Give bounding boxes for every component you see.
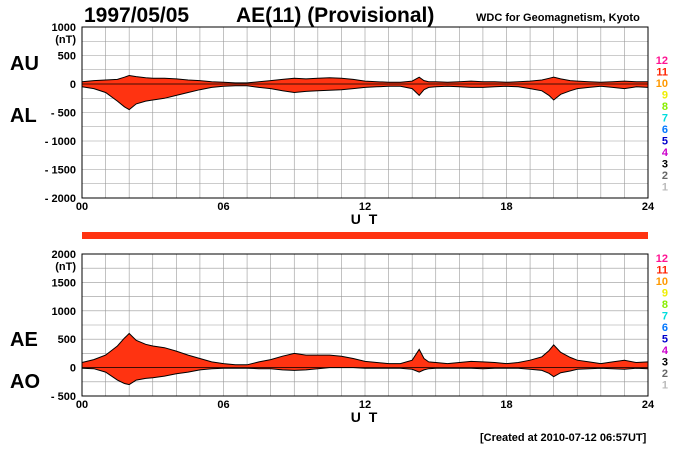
panel2-y-tick-label: 1000	[52, 306, 76, 318]
panel2-station-legend-12: 12	[656, 253, 668, 265]
panel1-station-legend-11: 11	[656, 67, 668, 79]
panel1-station-legend-8: 8	[662, 101, 668, 113]
panel1-station-legend-7: 7	[662, 113, 668, 125]
panel2-station-legend-9: 9	[662, 288, 668, 300]
created-timestamp: [Created at 2010-07-12 06:57UT]	[480, 432, 647, 444]
panel1-y-tick-label: 500	[58, 51, 76, 63]
panel2-y-tick-label: - 500	[51, 391, 76, 403]
panel1-x-tick-label: 18	[500, 201, 512, 213]
panel1-x-tick-label: 00	[76, 201, 88, 213]
panel1-y-tick-label: - 2000	[45, 193, 76, 205]
panel2-station-legend-2: 2	[662, 368, 668, 380]
panel2-station-legend-6: 6	[662, 322, 668, 334]
panel2-x-tick-label: 18	[500, 399, 512, 411]
date-label: 1997/05/05	[84, 4, 190, 27]
panel1-y-tick-label: - 1000	[45, 136, 76, 148]
panel1-series-label-al: AL	[10, 105, 37, 127]
panel1-y-tick-label: 0	[70, 79, 76, 91]
panel1-x-axis-label: U T	[351, 211, 380, 227]
panel1-x-tick-label: 06	[217, 201, 229, 213]
panel2-y-axis-unit: (nT)	[55, 261, 76, 273]
panel1-station-legend-3: 3	[662, 159, 668, 171]
panel2-station-legend-4: 4	[662, 345, 669, 357]
panel1-station-legend-1: 1	[662, 182, 668, 194]
panel2-station-legend-5: 5	[662, 334, 668, 346]
panel1-plot-frame	[81, 26, 649, 199]
panel2-station-legend-8: 8	[662, 299, 668, 311]
panel2-y-tick-label: 500	[58, 334, 76, 346]
panel2-x-tick-label: 00	[76, 399, 88, 411]
panel2-series-label-ae: AE	[10, 329, 38, 351]
panel1-x-tick-label: 12	[359, 201, 371, 213]
panel1-station-legend-10: 10	[656, 78, 668, 90]
panel2-lower-line	[81, 367, 649, 386]
panel1-station-legend-2: 2	[662, 170, 668, 182]
panel2-x-tick-label: 12	[359, 399, 371, 411]
panel2-series-label-ao: AO	[10, 371, 40, 393]
organization-label: WDC for Geomagnetism, Kyoto	[476, 12, 640, 24]
panel1-station-legend-4: 4	[662, 147, 669, 159]
panel2-y-tick-label: 0	[70, 363, 76, 375]
panel2-station-legend-10: 10	[656, 276, 668, 288]
panel2-plot-frame	[81, 253, 649, 397]
chart-title: AE(11) (Provisional)	[236, 4, 435, 27]
panel2-x-tick-label: 24	[642, 399, 655, 411]
panel1-station-legend-5: 5	[662, 136, 668, 148]
panel1-station-legend-6: 6	[662, 124, 668, 136]
panel1-series-label-au: AU	[10, 53, 39, 75]
panel1-upper-line	[81, 74, 648, 84]
panel2-x-tick-label: 06	[217, 399, 229, 411]
panel2-x-axis-label: U T	[351, 409, 380, 425]
panel1-station-legend-9: 9	[662, 90, 668, 102]
panel1-station-legend-12: 12	[656, 55, 668, 67]
panel1-lower-line	[81, 85, 649, 111]
panel1-y-tick-label: 1000	[52, 22, 76, 34]
data-availability-bar	[82, 232, 648, 239]
panel2-station-legend-11: 11	[656, 265, 668, 277]
panel1-y-tick-label: - 1500	[45, 165, 76, 177]
panel2-y-tick-label: 1500	[52, 277, 76, 289]
panel2-station-legend-1: 1	[662, 380, 668, 392]
panel2-station-legend-3: 3	[662, 357, 668, 369]
panel1-x-tick-label: 24	[642, 201, 655, 213]
panel2-station-legend-7: 7	[662, 311, 668, 323]
panel1-y-tick-label: - 500	[51, 108, 76, 120]
panel2-y-tick-label: 2000	[52, 249, 76, 261]
panel2-upper-line	[81, 332, 649, 366]
panel1-y-axis-unit: (nT)	[55, 34, 76, 46]
